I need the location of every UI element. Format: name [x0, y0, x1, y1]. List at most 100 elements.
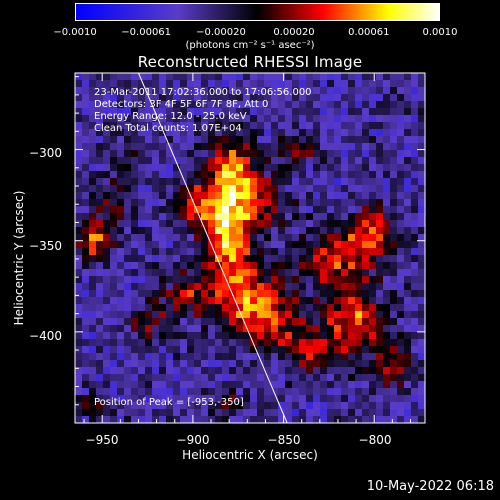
heatmap-cell: [313, 171, 320, 178]
heatmap-cell: [320, 255, 327, 262]
heatmap-cell: [404, 304, 411, 311]
heatmap-cell: [348, 143, 355, 150]
heatmap-cell: [383, 122, 390, 129]
heatmap-cell: [159, 129, 166, 136]
heatmap-cell: [320, 402, 327, 409]
heatmap-cell: [89, 122, 96, 129]
heatmap-cell: [215, 227, 222, 234]
heatmap-cell: [334, 129, 341, 136]
heatmap-cell: [411, 276, 418, 283]
heatmap-cell: [369, 262, 376, 269]
heatmap-cell: [166, 199, 173, 206]
heatmap-cell: [243, 94, 250, 101]
heatmap-cell: [320, 276, 327, 283]
heatmap-cell: [103, 395, 110, 402]
heatmap-cell: [131, 220, 138, 227]
heatmap-cell: [348, 339, 355, 346]
heatmap-cell: [236, 416, 243, 423]
heatmap-cell: [313, 108, 320, 115]
heatmap-cell: [222, 80, 229, 87]
heatmap-cell: [110, 276, 117, 283]
heatmap-cell: [369, 332, 376, 339]
heatmap-cell: [404, 150, 411, 157]
heatmap-cell: [215, 416, 222, 423]
heatmap-cell: [390, 115, 397, 122]
heatmap-cell: [236, 318, 243, 325]
heatmap-cell: [299, 136, 306, 143]
heatmap-cell: [355, 339, 362, 346]
heatmap-cell: [264, 164, 271, 171]
heatmap-cell: [229, 87, 236, 94]
heatmap-cell: [369, 171, 376, 178]
heatmap-cell: [264, 199, 271, 206]
heatmap-cell: [278, 360, 285, 367]
heatmap-cell: [411, 360, 418, 367]
heatmap-cell: [341, 290, 348, 297]
heatmap-cell: [306, 367, 313, 374]
heatmap-cell: [208, 157, 215, 164]
heatmap-cell: [173, 136, 180, 143]
heatmap-cell: [75, 367, 82, 374]
heatmap-cell: [215, 171, 222, 178]
heatmap-cell: [320, 381, 327, 388]
heatmap-cell: [306, 213, 313, 220]
heatmap-cell: [397, 367, 404, 374]
heatmap-cell: [348, 248, 355, 255]
heatmap-cell: [201, 325, 208, 332]
heatmap-cell: [159, 164, 166, 171]
heatmap-cell: [250, 395, 257, 402]
heatmap-cell: [201, 227, 208, 234]
heatmap-cell: [397, 227, 404, 234]
heatmap-cell: [418, 80, 425, 87]
heatmap-cell: [243, 136, 250, 143]
heatmap-cell: [404, 199, 411, 206]
heatmap-cell: [313, 227, 320, 234]
heatmap-cell: [194, 388, 201, 395]
heatmap-cell: [124, 213, 131, 220]
heatmap-cell: [285, 227, 292, 234]
heatmap-cell: [292, 101, 299, 108]
heatmap-cell: [355, 87, 362, 94]
heatmap-cell: [285, 283, 292, 290]
heatmap-cell: [229, 304, 236, 311]
heatmap-cell: [187, 332, 194, 339]
heatmap-cell: [341, 388, 348, 395]
heatmap-cell: [82, 325, 89, 332]
heatmap-cell: [96, 213, 103, 220]
heatmap-cell: [411, 157, 418, 164]
heatmap-cell: [124, 178, 131, 185]
heatmap-cell: [180, 262, 187, 269]
heatmap-cell: [404, 143, 411, 150]
heatmap-cell: [397, 318, 404, 325]
heatmap-cell: [397, 115, 404, 122]
heatmap-cell: [180, 360, 187, 367]
heatmap-cell: [397, 402, 404, 409]
heatmap-cell: [187, 185, 194, 192]
heatmap-cell: [110, 297, 117, 304]
heatmap-cell: [257, 416, 264, 423]
heatmap-cell: [103, 178, 110, 185]
heatmap-cell: [334, 283, 341, 290]
heatmap-cell: [96, 164, 103, 171]
heatmap-cell: [159, 339, 166, 346]
heatmap-cell: [243, 304, 250, 311]
heatmap-cell: [306, 304, 313, 311]
heatmap-cell: [355, 332, 362, 339]
heatmap-cell: [418, 255, 425, 262]
heatmap-cell: [285, 87, 292, 94]
heatmap-cell: [201, 108, 208, 115]
heatmap-cell: [264, 409, 271, 416]
heatmap-cell: [320, 164, 327, 171]
heatmap-cell: [264, 416, 271, 423]
heatmap-cell: [96, 304, 103, 311]
heatmap-cell: [243, 213, 250, 220]
heatmap-cell: [152, 367, 159, 374]
heatmap-cell: [138, 381, 145, 388]
heatmap-cell: [187, 374, 194, 381]
heatmap-cell: [110, 185, 117, 192]
heatmap-cell: [89, 234, 96, 241]
heatmap-cell: [131, 227, 138, 234]
heatmap-cell: [341, 87, 348, 94]
heatmap-cell: [145, 346, 152, 353]
heatmap-cell: [299, 395, 306, 402]
